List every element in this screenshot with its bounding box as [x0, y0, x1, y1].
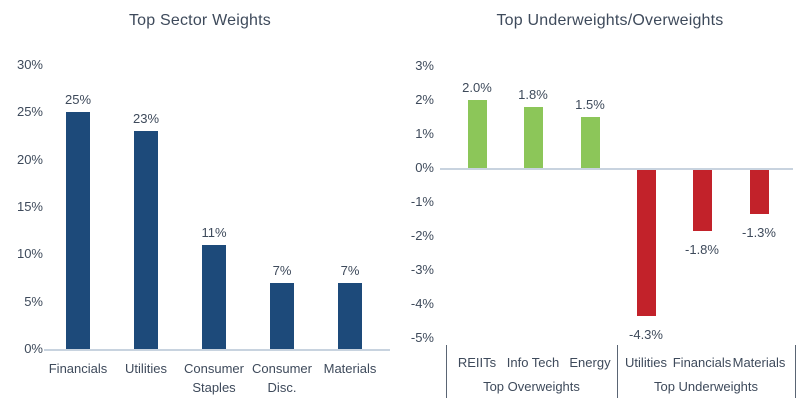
- y-axis-tick-5: 5%: [24, 293, 43, 309]
- sector-weights-title: Top Sector Weights: [128, 12, 272, 29]
- x-axis-label-utilities: Utilities: [125, 361, 167, 376]
- bar-value-label-materials: -1.3%: [742, 225, 776, 240]
- y-axis-tick-30: 30%: [16, 56, 43, 72]
- y-axis-tick-4: -4%: [410, 296, 434, 311]
- group-divider-0: [446, 345, 447, 398]
- y-axis-tick-3: 3%: [415, 58, 434, 73]
- bar-info-tech: [523, 107, 543, 168]
- x-axis-label-consumer-disc: Consumer Disc.: [252, 361, 312, 395]
- bar-value-label-info-tech: 1.8%: [518, 87, 548, 102]
- y-axis-tick-3: -3%: [410, 262, 434, 277]
- group-label-top-underweights: Top Underweights: [653, 379, 759, 394]
- bar-value-label-utilities: -4.3%: [629, 327, 663, 342]
- bar-value-label-financials: 25%: [64, 92, 92, 107]
- bar-value-label-consumer-disc: 7%: [272, 263, 292, 278]
- bar-value-label-energy: 1.5%: [575, 97, 605, 112]
- bar-value-label-materials: 7%: [340, 263, 360, 278]
- bar-consumer-staples: [202, 245, 226, 349]
- y-axis-tick-0: 0%: [24, 341, 43, 356]
- y-axis-tick-2: -2%: [410, 228, 434, 243]
- y-axis-tick-0: 0%: [415, 160, 434, 175]
- bar-value-label-utilities: 23%: [132, 111, 160, 126]
- x-axis-label-info-tech: Info Tech: [506, 355, 560, 370]
- y-axis-tick-10: 10%: [16, 246, 43, 262]
- bar-financials: [692, 170, 712, 231]
- zero-axis-line: [440, 168, 793, 170]
- x-axis-label-energy: Energy: [569, 355, 611, 370]
- bar-consumer-disc: [270, 283, 294, 349]
- group-divider-1: [617, 345, 618, 398]
- bar-utilities: [134, 131, 158, 349]
- x-axis-label-utilities: Utilities: [625, 355, 667, 370]
- x-axis-label-materials: Materials: [323, 361, 377, 376]
- y-axis-tick-15: 15%: [16, 198, 43, 214]
- y-axis-tick-5: -5%: [410, 330, 434, 345]
- bar-value-label-consumer-staples: 11%: [201, 225, 227, 240]
- bar-value-label-financials: -1.8%: [685, 242, 719, 257]
- y-axis-tick-1: -1%: [410, 194, 434, 209]
- x-axis-line: [44, 349, 390, 351]
- x-axis-label-materials: Materials: [732, 355, 786, 370]
- y-axis-tick-25: 25%: [16, 104, 43, 120]
- x-axis-label-financials: Financials: [48, 361, 108, 376]
- y-axis-tick-2: 2%: [415, 92, 434, 107]
- bar-value-label-reiits: 2.0%: [462, 80, 492, 95]
- under-overweights-title: Top Underweights/Overweights: [496, 12, 724, 29]
- bar-reiits: [467, 100, 487, 168]
- under-overweights-chart: Top Underweights/Overweights 3% 2% 1% 0% -1%…: [400, 0, 800, 400]
- y-axis-tick-20: 20%: [16, 151, 43, 167]
- y-axis-tick-1: 1%: [415, 126, 434, 141]
- bar-materials: [749, 170, 769, 214]
- bar-utilities: [636, 170, 656, 316]
- x-axis-label-consumer-staples: Consumer Staples: [184, 361, 244, 395]
- bar-energy: [580, 117, 600, 168]
- group-label-top-overweights: Top Overweights: [483, 379, 580, 394]
- bar-financials: [66, 112, 90, 349]
- sector-weights-chart: Top Sector Weights 30% 25% 20% 15% 10% 5% 0% 25…: [16, 12, 390, 395]
- bar-materials: [338, 283, 362, 349]
- x-axis-label-financials: Financials: [672, 355, 732, 370]
- x-axis-label-reiits: REIITs: [457, 355, 497, 370]
- group-divider-2: [795, 345, 796, 398]
